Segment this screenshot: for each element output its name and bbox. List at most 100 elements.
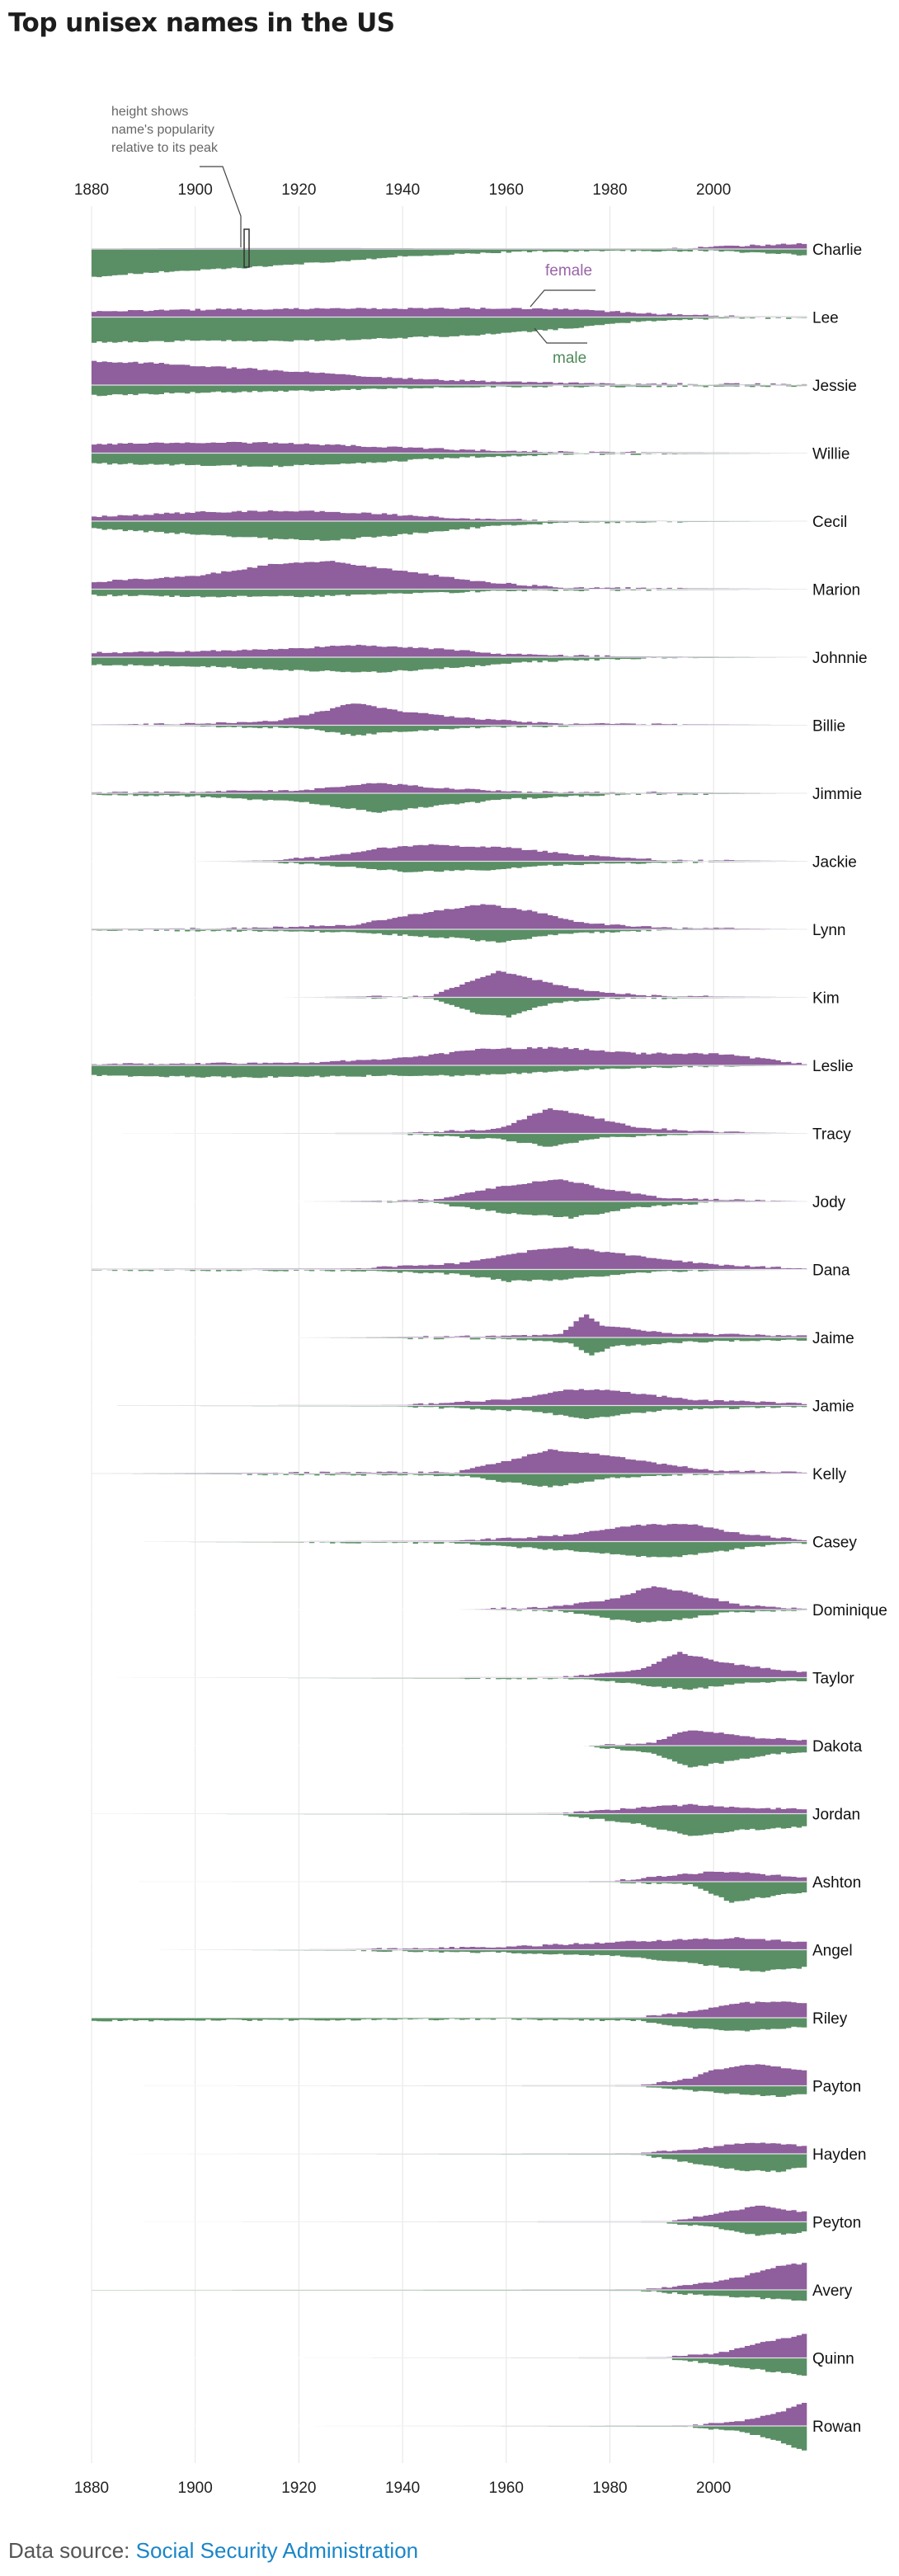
ridge-female-hayden: [92, 2142, 807, 2154]
ridge-casey: [92, 1523, 807, 1558]
data-source-link[interactable]: Social Security Administration: [135, 2538, 419, 2563]
ridge-jamie: [92, 1389, 807, 1419]
ridge-female-jackie: [92, 844, 807, 862]
ridge-female-peyton: [92, 2205, 807, 2222]
name-label-dakota: Dakota: [812, 1738, 863, 1756]
ridge-willie: [92, 441, 807, 468]
ridge-female-riley: [92, 2001, 807, 2018]
ridge-dana: [92, 1246, 807, 1282]
ridge-male-payton: [92, 2085, 807, 2098]
ridge-male-lee: [92, 317, 807, 343]
name-label-kim: Kim: [812, 990, 840, 1008]
ridge-female-casey: [92, 1523, 807, 1542]
ridge-male-ashton: [92, 1882, 807, 1903]
ridge-johnnie: [92, 644, 807, 673]
name-label-rowan: Rowan: [812, 2419, 861, 2436]
ridge-female-dominique: [92, 1586, 807, 1610]
ridge-angel: [92, 1937, 807, 1972]
name-label-jordan: Jordan: [812, 1807, 860, 1824]
ridge-male-avery: [92, 2290, 807, 2301]
ridge-charlie: [92, 242, 807, 278]
name-label-kelly: Kelly: [812, 1466, 847, 1483]
ridge-female-jimmie: [92, 783, 807, 793]
name-label-willie: Willie: [812, 446, 850, 463]
ridge-male-jackie: [92, 861, 807, 872]
ridge-male-marion: [92, 589, 807, 598]
name-label-ashton: Ashton: [812, 1874, 861, 1892]
ridge-female-angel: [92, 1937, 807, 1950]
x-tick-top-2000: 2000: [696, 181, 731, 199]
ridge-male-dakota: [92, 1746, 807, 1768]
ridge-quinn: [92, 2334, 807, 2376]
ridge-billie: [92, 703, 807, 736]
name-label-avery: Avery: [812, 2282, 853, 2300]
ridge-female-jessie: [92, 360, 807, 385]
ridge-kelly: [92, 1449, 807, 1488]
x-tick-bottom-1960: 1960: [489, 2480, 524, 2497]
x-tick-bottom-2000: 2000: [696, 2480, 731, 2497]
name-label-hayden: Hayden: [812, 2146, 867, 2164]
ridge-female-jamie: [92, 1389, 807, 1406]
ridge-female-taylor: [92, 1652, 807, 1678]
ridge-female-quinn: [92, 2334, 807, 2358]
ridge-female-billie: [92, 703, 807, 726]
ridge-female-lynn: [92, 904, 807, 929]
ridge-female-kim: [92, 971, 807, 998]
name-label-jamie: Jamie: [812, 1398, 854, 1416]
name-label-tracy: Tracy: [812, 1126, 851, 1144]
ridge-peyton: [92, 2205, 807, 2236]
ridge-female-cecil: [92, 510, 807, 521]
ridge-male-quinn: [92, 2357, 807, 2376]
ridge-jody: [92, 1179, 807, 1219]
ridge-cecil: [92, 510, 807, 541]
ridge-female-leslie: [92, 1046, 807, 1065]
x-tick-bottom-1900: 1900: [178, 2480, 213, 2497]
ridge-male-cecil: [92, 521, 807, 541]
data-source-note: Data source: Social Security Administrat…: [8, 2538, 418, 2564]
name-label-payton: Payton: [812, 2079, 861, 2096]
ridge-taylor: [92, 1652, 807, 1690]
x-tick-bottom-1980: 1980: [592, 2480, 627, 2497]
ridge-male-tracy: [92, 1133, 807, 1147]
name-label-jody: Jody: [812, 1194, 846, 1211]
ridge-marion: [92, 561, 807, 598]
name-label-jaime: Jaime: [812, 1330, 854, 1347]
ridge-female-payton: [92, 2064, 807, 2086]
ridge-jessie: [92, 360, 807, 397]
ridge-male-billie: [92, 725, 807, 736]
name-label-lynn: Lynn: [812, 922, 846, 939]
ridge-male-taylor: [92, 1677, 807, 1690]
ridge-female-dana: [92, 1246, 807, 1270]
ridge-lynn: [92, 904, 807, 943]
ridge-female-willie: [92, 441, 807, 454]
ridge-male-dana: [92, 1269, 807, 1282]
name-label-quinn: Quinn: [812, 2351, 854, 2368]
ridge-female-lee: [92, 307, 807, 317]
ridge-female-jordan: [92, 1803, 807, 1814]
ridge-dakota: [92, 1730, 807, 1768]
ridge-leslie: [92, 1046, 807, 1079]
ridge-tracy: [92, 1108, 807, 1147]
annotation-male-leader: [534, 327, 587, 344]
name-label-charlie: Charlie: [812, 242, 862, 259]
name-label-angel: Angel: [812, 1943, 853, 1960]
ridge-female-jody: [92, 1179, 807, 1201]
x-tick-top-1880: 1880: [74, 181, 109, 199]
ridge-male-willie: [92, 453, 807, 468]
name-label-dana: Dana: [812, 1262, 850, 1280]
ridge-female-avery: [92, 2263, 807, 2290]
ridge-jackie: [92, 844, 807, 872]
name-label-marion: Marion: [812, 582, 860, 599]
ridge-female-marion: [92, 561, 807, 590]
name-label-jessie: Jessie: [812, 378, 857, 395]
x-tick-top-1960: 1960: [489, 181, 524, 199]
ridge-hayden: [92, 2142, 807, 2173]
x-tick-bottom-1880: 1880: [74, 2480, 109, 2497]
ridge-kim: [92, 971, 807, 1018]
annotation-male-label: male: [553, 350, 586, 367]
name-label-casey: Casey: [812, 1535, 857, 1552]
ridge-male-jody: [92, 1201, 807, 1219]
annotation-height-line-3: relative to its peak: [111, 141, 219, 155]
name-label-cecil: Cecil: [812, 514, 847, 531]
